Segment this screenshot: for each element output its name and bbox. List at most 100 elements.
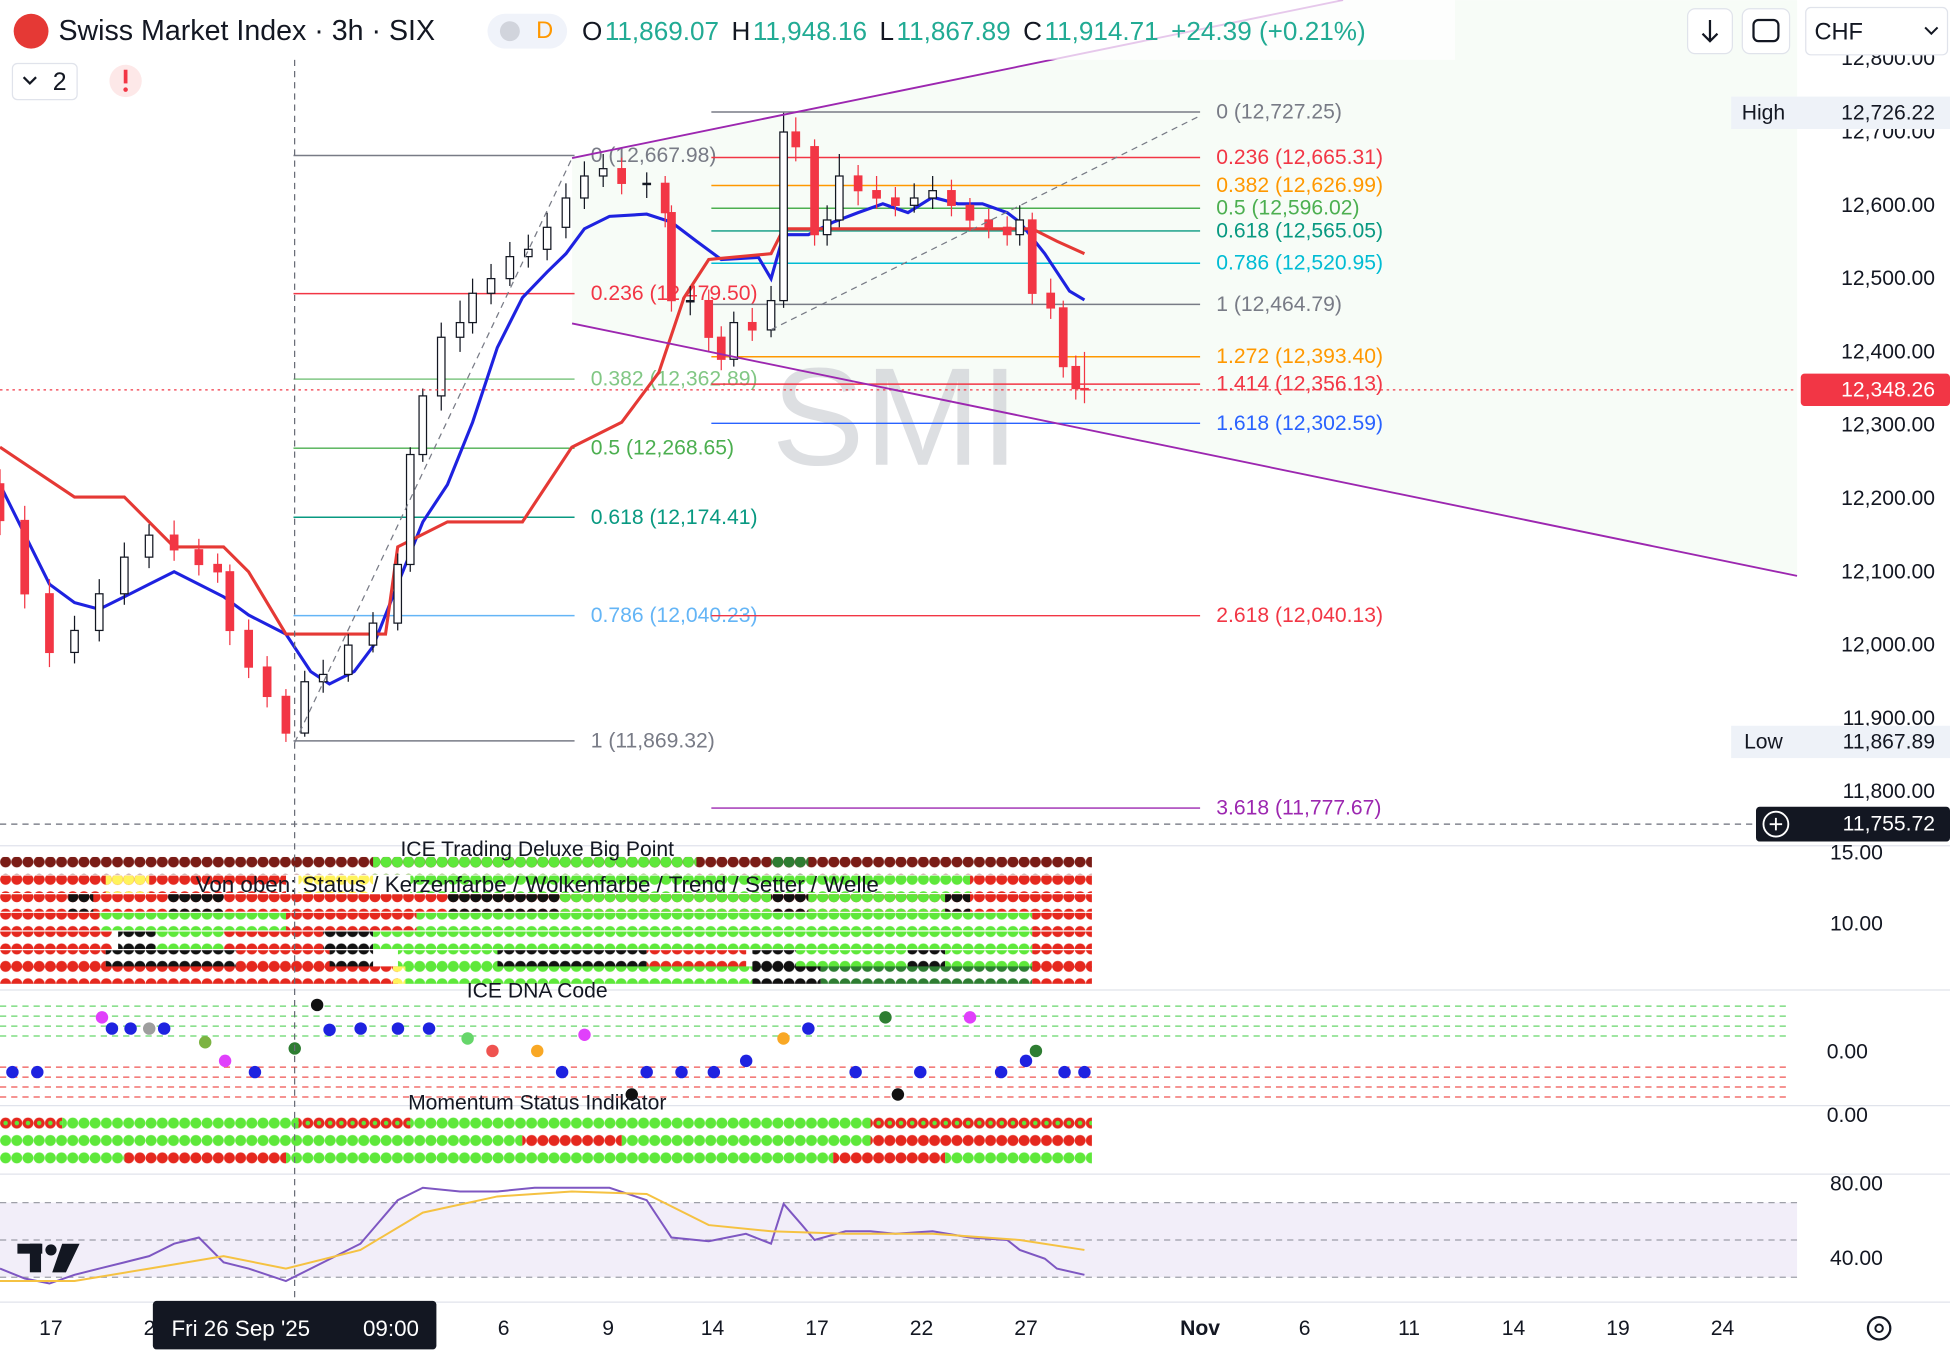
- fib-label: 2.618 (12,040.13): [1216, 604, 1383, 627]
- dot-row: [416, 912, 1033, 931]
- dot-row: [795, 950, 908, 968]
- ohlc-value: 11,869.07: [605, 16, 719, 46]
- dot-row: [105, 950, 237, 968]
- dot-row: [820, 966, 1033, 984]
- price-label-name: High: [1742, 101, 1785, 124]
- trend-line: [571, 322, 1798, 577]
- badge-dot: [499, 21, 520, 42]
- dna-dot: [625, 1088, 638, 1101]
- osc-line: [0, 1186, 1085, 1285]
- dna-dot: [486, 1044, 499, 1058]
- dot-row: [771, 894, 809, 912]
- y-tick-label: 12,400.00: [1841, 340, 1935, 363]
- last-price-box: [1800, 373, 1950, 407]
- x-tick-label: 24: [1711, 1317, 1735, 1340]
- candle-body: [766, 299, 776, 331]
- dot-row: [870, 1133, 1092, 1151]
- logo-part: [52, 1243, 80, 1273]
- dna-dot: [1078, 1065, 1091, 1079]
- crosshair-time-label: 09:00: [363, 1316, 419, 1341]
- candle-body: [747, 321, 757, 331]
- dot-row: [167, 894, 224, 912]
- dot-row: [298, 875, 374, 894]
- dot-row: [105, 875, 150, 894]
- pane-separators: [0, 845, 1950, 1303]
- dot-row: [329, 950, 374, 968]
- layout-button[interactable]: [1741, 8, 1791, 55]
- dna-dot: [1019, 1054, 1033, 1068]
- dot-matrix: [0, 856, 1092, 1170]
- fib-connector: [770, 115, 1201, 331]
- x-tick-label: 14: [1502, 1317, 1526, 1340]
- candle-body: [716, 336, 726, 360]
- chevron-icon: [1924, 26, 1939, 36]
- crosshair-date-label: Fri 26 Sep '25: [172, 1316, 311, 1341]
- candle-body: [468, 292, 477, 324]
- candle-body: [965, 204, 975, 221]
- candle-body: [947, 190, 956, 206]
- dot-row: [410, 1114, 871, 1132]
- y-tick-label: 12,200.00: [1841, 487, 1935, 510]
- y-tick-label: 80.00: [1830, 1173, 1883, 1196]
- dot-row: [298, 1114, 411, 1132]
- fib-label: 1 (11,869.32): [591, 729, 715, 752]
- ohlc-key: O: [582, 16, 602, 46]
- dna-dot: [879, 1011, 892, 1024]
- indicator-toggle[interactable]: [11, 62, 78, 101]
- dna-dot: [531, 1044, 544, 1058]
- badge[interactable]: [487, 13, 568, 49]
- header-bg: [0, 0, 1456, 60]
- dot-row: [397, 950, 498, 968]
- candle-body: [169, 534, 179, 551]
- symbol-title: Swiss Market Index · 3h · SIX: [58, 15, 435, 47]
- price-label-value: 11,867.89: [1843, 730, 1935, 753]
- price-label-box: [1731, 725, 1950, 759]
- pane-tick: 15.00: [1830, 842, 1883, 865]
- dot-row: [970, 875, 1092, 894]
- dot-row: [405, 966, 753, 984]
- candle-body: [368, 622, 378, 646]
- settings-icon[interactable]: [1866, 1315, 1892, 1341]
- candle-body: [667, 212, 676, 302]
- candle-body: [660, 182, 670, 214]
- fib-label: 0.618 (12,174.41): [591, 506, 758, 529]
- text-layer: ICE Trading Deluxe Big Point Von oben: S…: [196, 838, 1883, 1127]
- dot-row: [124, 1151, 287, 1170]
- layout-icon: [1752, 18, 1780, 43]
- y-tick-label: 12,000.00: [1841, 634, 1935, 657]
- ohlc-key: C: [1023, 16, 1042, 46]
- candle-body: [598, 168, 608, 177]
- dot-row: [621, 1133, 871, 1151]
- dna-dot: [963, 1011, 977, 1024]
- dot-row: [752, 950, 796, 968]
- dot-row: [118, 931, 156, 949]
- warning-mark: [123, 87, 128, 92]
- crosshair-add-button[interactable]: [1762, 810, 1790, 838]
- y-tick-label: 12,500.00: [1841, 267, 1935, 290]
- candle-body: [119, 556, 129, 595]
- candle-body: [45, 593, 54, 654]
- dna-dot: [849, 1065, 862, 1079]
- ohlc-value: 11,948.16: [753, 16, 867, 46]
- candle-body: [418, 395, 428, 456]
- dot-row: [559, 894, 772, 912]
- dna-dot: [6, 1065, 19, 1079]
- change: +24.39 (+0.21%): [1171, 16, 1366, 46]
- x-tick-label: 6: [1299, 1317, 1311, 1340]
- candle-body: [436, 336, 446, 397]
- candle-body: [642, 182, 652, 186]
- candle-body: [194, 549, 204, 566]
- dna-dot: [218, 1054, 232, 1068]
- fib-label: 1.272 (12,393.40): [1216, 345, 1383, 368]
- candle-body: [704, 299, 714, 338]
- dot-row: [99, 912, 287, 931]
- currency-select[interactable]: [1805, 6, 1949, 56]
- logo-part: [45, 1244, 57, 1256]
- candle-body: [810, 146, 819, 236]
- overlay-layer: 12,348.26 High 12,726.22 Low 11,867.89 11,755…: [0, 59, 1950, 1350]
- candle-body: [542, 226, 552, 250]
- header: Swiss Market Index · 3h · SIX D O 11,869.…: [0, 0, 1949, 101]
- fib-label: 0.236 (12,665.31): [1216, 146, 1383, 169]
- price-label-name: Low: [1744, 730, 1783, 753]
